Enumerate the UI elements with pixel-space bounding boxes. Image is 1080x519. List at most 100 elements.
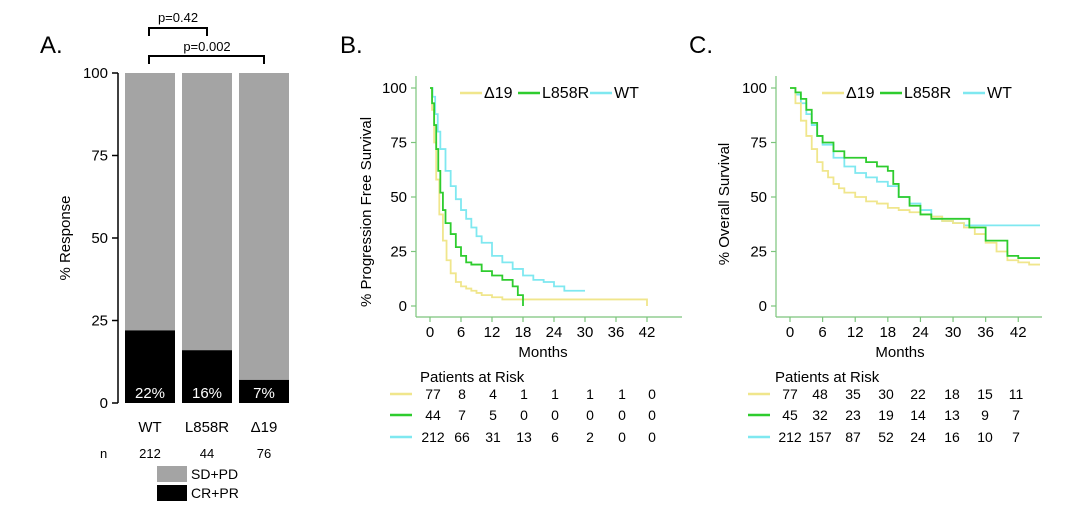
risk-value: 30 <box>878 386 894 402</box>
panel-a-n-label: n <box>100 446 107 461</box>
x-tick-label: 24 <box>912 324 929 341</box>
panel-c-x-axis-label: Months <box>875 344 924 361</box>
panel-c-legend: Δ19 L858R WT <box>822 85 1012 102</box>
panel-c-y-axis-label: % Overall Survival <box>716 143 733 266</box>
panel-c-risk-table: 77 48 35 30 22 18 15 11 45 32 23 19 14 13 9 7 212 157 87 52… <box>748 386 1023 445</box>
risk-value: 1 <box>551 386 559 402</box>
y-tick-label: 75 <box>91 148 108 165</box>
risk-value: 35 <box>845 386 861 402</box>
y-tick-label: 0 <box>759 298 767 315</box>
x-tick-label: 18 <box>879 324 896 341</box>
panel-b-label: B. <box>340 32 363 59</box>
risk-value: 45 <box>782 407 798 423</box>
risk-value: 13 <box>944 407 960 423</box>
y-tick-label: 100 <box>742 80 767 97</box>
x-tick-label: 6 <box>457 324 465 341</box>
risk-value: 9 <box>981 407 989 423</box>
panel-b-pfs-chart: B. % Progression Free Survival 025507510… <box>340 32 682 445</box>
bar-sd-pd-l858r <box>182 73 232 351</box>
x-tick-label: L858R <box>185 419 229 436</box>
legend-label-wt: WT <box>614 85 639 102</box>
risk-value: 44 <box>425 407 441 423</box>
panel-b-legend: Δ19 L858R WT <box>460 85 639 102</box>
panel-a-legend: SD+PD CR+PR <box>157 466 239 501</box>
y-tick-label: 75 <box>750 135 767 152</box>
panel-a-y-axis: 0 25 50 75 100 <box>83 65 119 412</box>
y-tick-label: 50 <box>390 189 407 206</box>
bar-sd-pd-wt <box>125 73 175 331</box>
legend-label-l858r: L858R <box>904 85 951 102</box>
risk-value: 157 <box>808 429 832 445</box>
panel-c-risk-table-title: Patients at Risk <box>775 369 880 386</box>
y-tick-label: 0 <box>100 395 108 412</box>
x-tick-label: Δ19 <box>251 419 278 436</box>
panel-b-risk-table: 77 8 4 1 1 1 1 0 44 7 5 0 0 0 0 0 212 66 31 13 6 2 0 0 <box>390 386 656 445</box>
y-tick-label: 50 <box>750 189 767 206</box>
legend-label-wt: WT <box>987 85 1012 102</box>
n-value: 212 <box>139 446 161 461</box>
p-value-wt-d19: p=0.002 <box>183 39 230 54</box>
x-tick-label: 6 <box>818 324 826 341</box>
risk-value: 212 <box>778 429 802 445</box>
risk-value: 1 <box>586 386 594 402</box>
bracket-wt-l858r <box>148 27 208 36</box>
km-curve-d19 <box>430 87 648 306</box>
km-curve-wt <box>430 87 585 292</box>
y-tick-label: 100 <box>83 65 108 82</box>
risk-value: 0 <box>520 407 528 423</box>
km-curve-l858r <box>790 87 1040 259</box>
n-value: 76 <box>257 446 271 461</box>
p-value-wt-l858r: p=0.42 <box>158 10 198 25</box>
panel-a-bars: 22% 16% 7% <box>125 73 289 403</box>
x-tick-label: 24 <box>546 324 563 341</box>
risk-value: 24 <box>910 429 926 445</box>
risk-value: 0 <box>648 386 656 402</box>
y-tick-label: 50 <box>91 230 108 247</box>
bar-data-label: 22% <box>135 385 165 402</box>
panel-b-plot: 0 25 50 75 100 0 6 12 18 24 30 36 42 <box>382 76 682 341</box>
panel-a-n-values: 212 44 76 <box>139 446 271 461</box>
risk-value: 0 <box>648 429 656 445</box>
legend-label-l858r: L858R <box>542 85 589 102</box>
risk-value: 2 <box>586 429 594 445</box>
panel-a-x-tick-labels: WT L858R Δ19 <box>138 419 277 436</box>
risk-value: 4 <box>489 386 497 402</box>
risk-value: 6 <box>551 429 559 445</box>
x-tick-label: 0 <box>426 324 434 341</box>
x-tick-label: 0 <box>786 324 794 341</box>
x-tick-label: 12 <box>847 324 864 341</box>
legend-label-sd-pd: SD+PD <box>191 466 238 482</box>
y-tick-label: 100 <box>382 80 407 97</box>
y-tick-label: 75 <box>390 135 407 152</box>
legend-swatch-cr-pr <box>157 485 187 501</box>
bar-cr-pr-d19 <box>239 379 289 403</box>
panel-c-os-chart: C. % Overall Survival 0 25 50 75 100 0 6 12 18 24… <box>689 32 1042 445</box>
risk-value: 15 <box>977 386 993 402</box>
bar-cr-pr-l858r <box>182 350 232 403</box>
panel-c-label: C. <box>689 32 713 59</box>
risk-value: 14 <box>910 407 926 423</box>
bar-data-label: 16% <box>192 385 222 402</box>
n-value: 44 <box>200 446 214 461</box>
legend-label-d19: Δ19 <box>846 85 875 102</box>
y-tick-label: 0 <box>399 298 407 315</box>
x-tick-label: 36 <box>608 324 625 341</box>
risk-value: 11 <box>1009 386 1024 402</box>
risk-value: 77 <box>425 386 441 402</box>
risk-value: 10 <box>977 429 993 445</box>
risk-value: 48 <box>812 386 828 402</box>
y-tick-label: 25 <box>91 313 108 330</box>
panel-a-label: A. <box>40 32 63 59</box>
risk-value: 1 <box>618 386 626 402</box>
panel-b-x-axis-label: Months <box>518 344 567 361</box>
x-tick-label: 18 <box>515 324 532 341</box>
risk-value: 87 <box>845 429 861 445</box>
km-curve-d19 <box>790 87 1040 266</box>
risk-value: 1 <box>520 386 528 402</box>
panel-b-y-axis-label: % Progression Free Survival <box>358 117 375 307</box>
bracket-wt-d19 <box>148 55 265 64</box>
x-tick-label: WT <box>138 419 161 436</box>
bar-sd-pd-d19 <box>239 73 289 380</box>
risk-value: 32 <box>812 407 828 423</box>
